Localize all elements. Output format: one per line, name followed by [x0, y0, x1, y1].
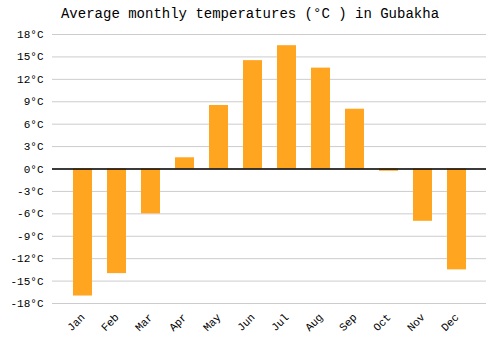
- svg-text:Jun: Jun: [235, 311, 257, 333]
- svg-text:12°C: 12°C: [17, 74, 44, 86]
- svg-text:-6°C: -6°C: [17, 208, 44, 220]
- html-text:Average monthly temperatures (: Average monthly temperatures (°C ) in Gu…: [61, 6, 439, 22]
- svg-text:Feb: Feb: [99, 311, 121, 333]
- svg-text:Nov: Nov: [405, 311, 428, 334]
- svg-text:Mar: Mar: [133, 311, 155, 333]
- svg-text:-9°C: -9°C: [17, 231, 44, 243]
- svg-text:Jul: Jul: [269, 311, 291, 333]
- svg-text:Aug: Aug: [303, 311, 325, 333]
- svg-text:6°C: 6°C: [24, 119, 44, 131]
- svg-text:3°C: 3°C: [24, 141, 44, 153]
- svg-text:-12°C: -12°C: [10, 253, 43, 265]
- svg-text:Sep: Sep: [337, 311, 359, 333]
- svg-text:15°C: 15°C: [17, 51, 44, 63]
- svg-text:May: May: [201, 311, 224, 334]
- svg-text:Jan: Jan: [65, 311, 87, 333]
- svg-text:9°C: 9°C: [24, 96, 44, 108]
- svg-text:Oct: Oct: [371, 311, 393, 333]
- svg-text:Apr: Apr: [167, 311, 189, 333]
- svg-text:-18°C: -18°C: [10, 298, 43, 310]
- svg-text:-15°C: -15°C: [10, 276, 43, 288]
- svg-text:-3°C: -3°C: [17, 186, 44, 198]
- svg-text:0°C: 0°C: [24, 164, 44, 176]
- svg-text:Dec: Dec: [439, 311, 461, 333]
- svg-text:18°C: 18°C: [17, 29, 44, 41]
